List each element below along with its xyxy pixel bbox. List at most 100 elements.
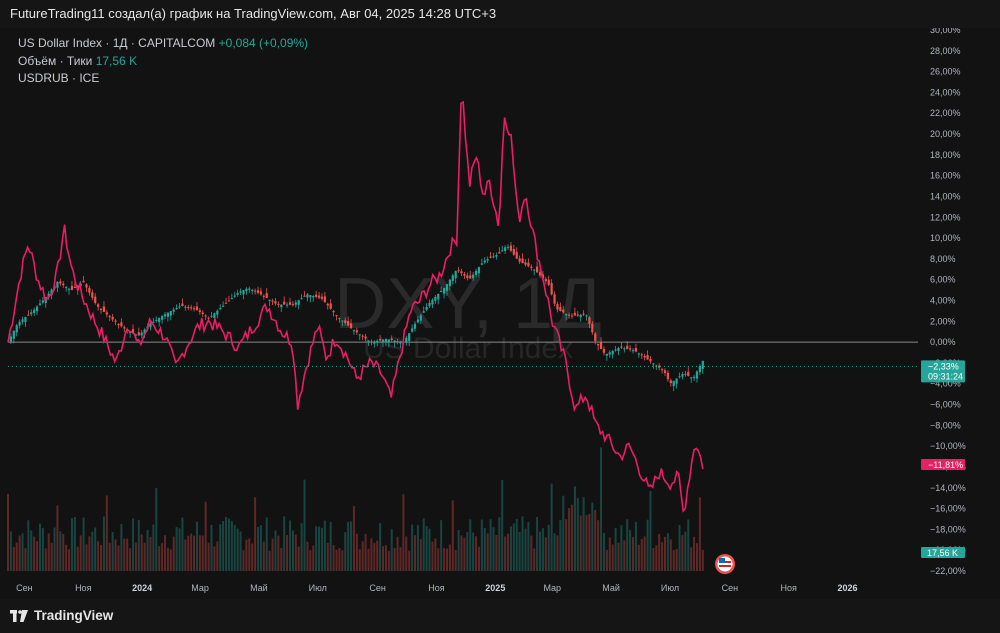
legend-row-volume[interactable]: Объём · Тики 17,56 K (18, 53, 308, 71)
dxy-candle (268, 299, 271, 301)
x-axis-tick-label: Мар (543, 583, 561, 593)
dxy-candle (576, 314, 579, 316)
dxy-candle (213, 313, 216, 319)
dxy-candle (99, 308, 103, 310)
volume-bar (41, 527, 44, 571)
volume-bar (225, 517, 228, 571)
legend-row-dxy[interactable]: US Dollar Index · 1Д · CAPITALCOM +0,084… (18, 35, 308, 53)
dxy-candle (658, 365, 661, 368)
dxy-candle (123, 327, 126, 329)
volume-bar (512, 523, 515, 571)
volume-bar (18, 535, 21, 571)
volume-bar (30, 530, 33, 571)
volume-bar (132, 518, 135, 571)
x-axis-tick-label: Ноя (780, 583, 797, 593)
dxy-candle (358, 334, 361, 336)
dxy-candle (288, 302, 292, 305)
dxy-candle (489, 256, 492, 258)
volume-bar (376, 540, 379, 571)
volume-bar (184, 539, 187, 571)
volume-bar (701, 549, 704, 571)
volume-bar (361, 541, 364, 571)
dxy-candle (285, 304, 289, 306)
dxy-candle (408, 333, 411, 341)
dxy-candle (559, 307, 562, 311)
volume-bar (661, 542, 664, 571)
volume-bar (283, 516, 286, 571)
y-axis-tick-label: −8,00% (930, 420, 961, 430)
dxy-candle (73, 286, 76, 288)
volume-bar (515, 518, 518, 571)
volume-bar (268, 550, 271, 571)
volume-bar (309, 550, 312, 571)
usdrub-price-badge-bg (921, 458, 965, 470)
legend-volume-name: Объём · Тики (18, 53, 93, 68)
volume-bar (291, 530, 294, 571)
legend-row-usdrub[interactable]: USDRUB · ICE (18, 70, 308, 88)
volume-bar (355, 533, 358, 571)
volume-bar (443, 548, 446, 571)
dxy-candle (451, 275, 454, 281)
chart-header: FutureTrading11 создал(а) график на Trad… (0, 0, 1000, 28)
dxy-candle (605, 353, 608, 356)
volume-bar (126, 538, 129, 571)
volume-bar (640, 538, 643, 571)
dxy-candle (134, 334, 138, 336)
volume-bar (262, 541, 265, 571)
dxy-candle (114, 320, 117, 322)
dxy-candle (320, 296, 324, 299)
dxy-candle (262, 295, 265, 297)
volume-bar (50, 542, 53, 571)
dxy-candle (271, 300, 274, 302)
dxy-candle (195, 306, 199, 311)
volume-bar (318, 526, 321, 571)
volume-bar (632, 537, 635, 571)
volume-bar (428, 528, 431, 571)
tradingview-logo[interactable]: TradingView (10, 608, 113, 623)
dxy-candle (315, 294, 318, 297)
dxy-candle (428, 302, 431, 307)
volume-bar (105, 495, 108, 571)
volume-bar (248, 538, 251, 571)
dxy-candle (317, 295, 321, 298)
volume-bar (486, 533, 489, 571)
dxy-candle (413, 323, 417, 329)
volume-bar (134, 542, 137, 571)
volume-bar (664, 536, 667, 571)
dxy-candle (259, 291, 263, 295)
volume-bar (166, 547, 169, 571)
us-flag-icon[interactable] (715, 554, 735, 574)
dxy-candle (652, 363, 655, 365)
volume-bar (178, 528, 181, 571)
volume-bar (570, 504, 573, 571)
y-axis-tick-label: −6,00% (930, 400, 961, 410)
volume-bar (518, 531, 521, 571)
dxy-candle (245, 288, 248, 292)
volume-bar (457, 529, 460, 571)
volume-bar (227, 518, 230, 571)
volume-bar (12, 546, 15, 571)
volume-bar (408, 550, 411, 571)
volume-bar (658, 534, 661, 571)
dxy-candle (396, 341, 399, 343)
dxy-candle (535, 266, 539, 273)
volume-bar (460, 535, 463, 571)
dxy-candle (527, 262, 530, 267)
volume-bar (326, 542, 329, 571)
dxy-candle (367, 340, 370, 342)
dxy-candle (280, 304, 283, 308)
dxy-candle (410, 328, 414, 332)
dxy-candle (323, 296, 326, 303)
volume-bar (114, 539, 117, 571)
volume-bar (163, 535, 166, 571)
x-axis-tick-label: Сен (369, 583, 386, 593)
dxy-candle (460, 271, 463, 274)
dxy-candle (434, 296, 437, 301)
volume-bar (117, 545, 120, 571)
dxy-candle (149, 323, 152, 328)
dxy-candle (567, 314, 571, 316)
volume-bar (149, 536, 152, 571)
dxy-candle (457, 270, 460, 272)
chart-frame[interactable]: DXY, 1Д US Dollar Index 30,00% 28,00% 26,00%… (0, 28, 1000, 599)
